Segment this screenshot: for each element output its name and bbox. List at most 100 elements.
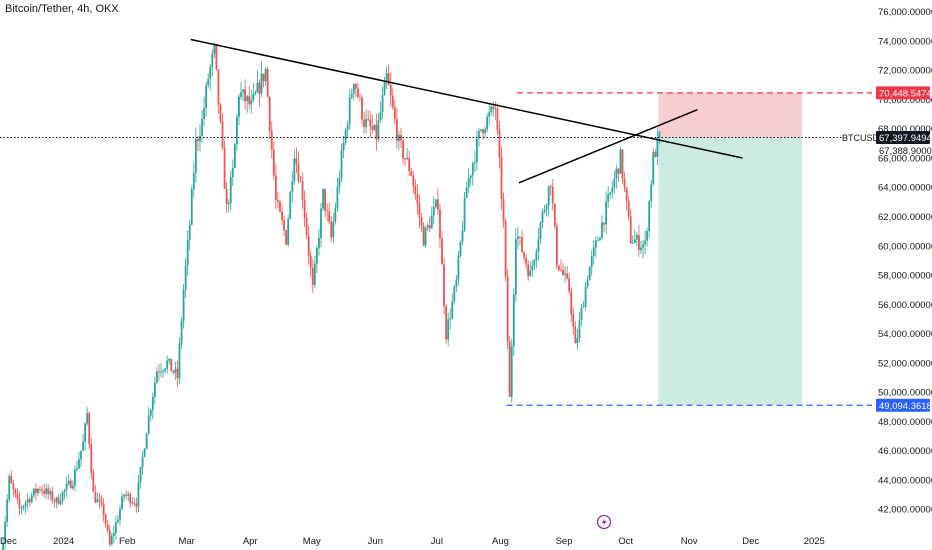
candle <box>473 151 476 173</box>
candle <box>543 204 546 215</box>
candle <box>656 127 659 166</box>
candle-body <box>248 96 251 105</box>
candle-body <box>344 129 347 143</box>
lightning-icon[interactable] <box>596 514 612 530</box>
candle-body <box>307 235 310 256</box>
candle-body <box>92 472 95 493</box>
y-tick-label: 44,000.00000 <box>878 475 932 486</box>
candle-body <box>543 209 546 212</box>
candle-body <box>609 192 612 195</box>
candle-body <box>387 73 390 85</box>
candle <box>650 179 653 209</box>
candle <box>498 120 501 169</box>
candle-body <box>47 488 50 495</box>
candle-body <box>8 476 11 500</box>
candle-body <box>240 92 242 97</box>
candle <box>324 188 326 218</box>
candle-body <box>264 69 267 82</box>
candle-body <box>250 100 253 105</box>
candle <box>488 102 491 126</box>
candle <box>631 235 634 245</box>
candle <box>537 228 540 262</box>
candle-body <box>61 492 64 502</box>
y-tick-label: 62,000.00000 <box>878 212 932 223</box>
stop-zone <box>658 92 802 138</box>
candle <box>549 184 552 196</box>
candle-body <box>619 149 622 174</box>
candle <box>34 483 37 501</box>
candle <box>432 196 435 225</box>
candle <box>430 206 433 229</box>
candle-body <box>555 226 558 266</box>
x-tick-label: Dec <box>0 536 17 547</box>
candle <box>270 121 273 159</box>
candle-body <box>617 168 620 174</box>
candle <box>318 228 320 256</box>
candle-body <box>123 495 125 497</box>
candle <box>229 170 232 211</box>
candle <box>642 239 644 259</box>
candle-body <box>262 73 265 82</box>
candle-body <box>45 488 48 494</box>
candle-body <box>656 136 659 157</box>
candle <box>8 474 11 503</box>
candle-body <box>305 217 308 236</box>
candle <box>106 520 109 533</box>
candle-body <box>260 73 263 94</box>
candle-body <box>582 306 585 308</box>
candle-body <box>211 53 214 68</box>
y-axis: 42,000.00000 44,000.00000 46,000.00000 48,0… <box>842 7 932 515</box>
candle-body <box>71 485 74 489</box>
candle-body <box>646 231 649 241</box>
candle <box>305 212 308 239</box>
candle <box>149 408 152 422</box>
candle <box>652 147 655 186</box>
x-tick-label: May <box>303 536 321 547</box>
candle-body <box>500 157 503 199</box>
candle <box>434 198 437 210</box>
candle-body <box>519 236 521 238</box>
candle <box>336 177 339 212</box>
x-tick-label: Mar <box>178 536 194 547</box>
candle <box>535 248 538 268</box>
candle-body <box>599 237 601 241</box>
candle-body <box>492 106 495 110</box>
candle <box>57 494 60 505</box>
candle-body <box>78 459 80 469</box>
candle <box>414 179 417 200</box>
candle-body <box>658 131 661 137</box>
candle-body <box>330 221 333 238</box>
candle-body <box>451 301 454 319</box>
candle <box>164 367 167 374</box>
candle <box>313 255 316 288</box>
x-tick-label: 2024 <box>53 536 74 547</box>
candle <box>90 437 93 479</box>
candle-body <box>560 269 562 271</box>
candle <box>186 230 189 277</box>
candle-body <box>371 126 374 130</box>
candle <box>496 103 499 135</box>
candle <box>262 73 265 88</box>
candle-body <box>274 175 277 200</box>
y-tick-label: 56,000.00000 <box>878 300 932 311</box>
candle <box>47 484 50 500</box>
candle <box>490 104 493 116</box>
candle <box>584 281 587 311</box>
candle <box>12 479 15 497</box>
candle <box>348 89 351 130</box>
candle <box>51 486 54 504</box>
candle <box>268 95 271 140</box>
candle-body <box>428 225 431 229</box>
candle-body <box>375 124 378 140</box>
candle-body <box>408 158 411 172</box>
candle <box>402 137 404 164</box>
candle-body <box>43 490 45 494</box>
candle <box>98 492 101 509</box>
candle-body <box>457 255 460 280</box>
candle-body <box>379 112 382 121</box>
candle <box>439 203 441 248</box>
candle <box>166 355 169 374</box>
candle-body <box>650 184 653 202</box>
candle <box>289 190 292 220</box>
